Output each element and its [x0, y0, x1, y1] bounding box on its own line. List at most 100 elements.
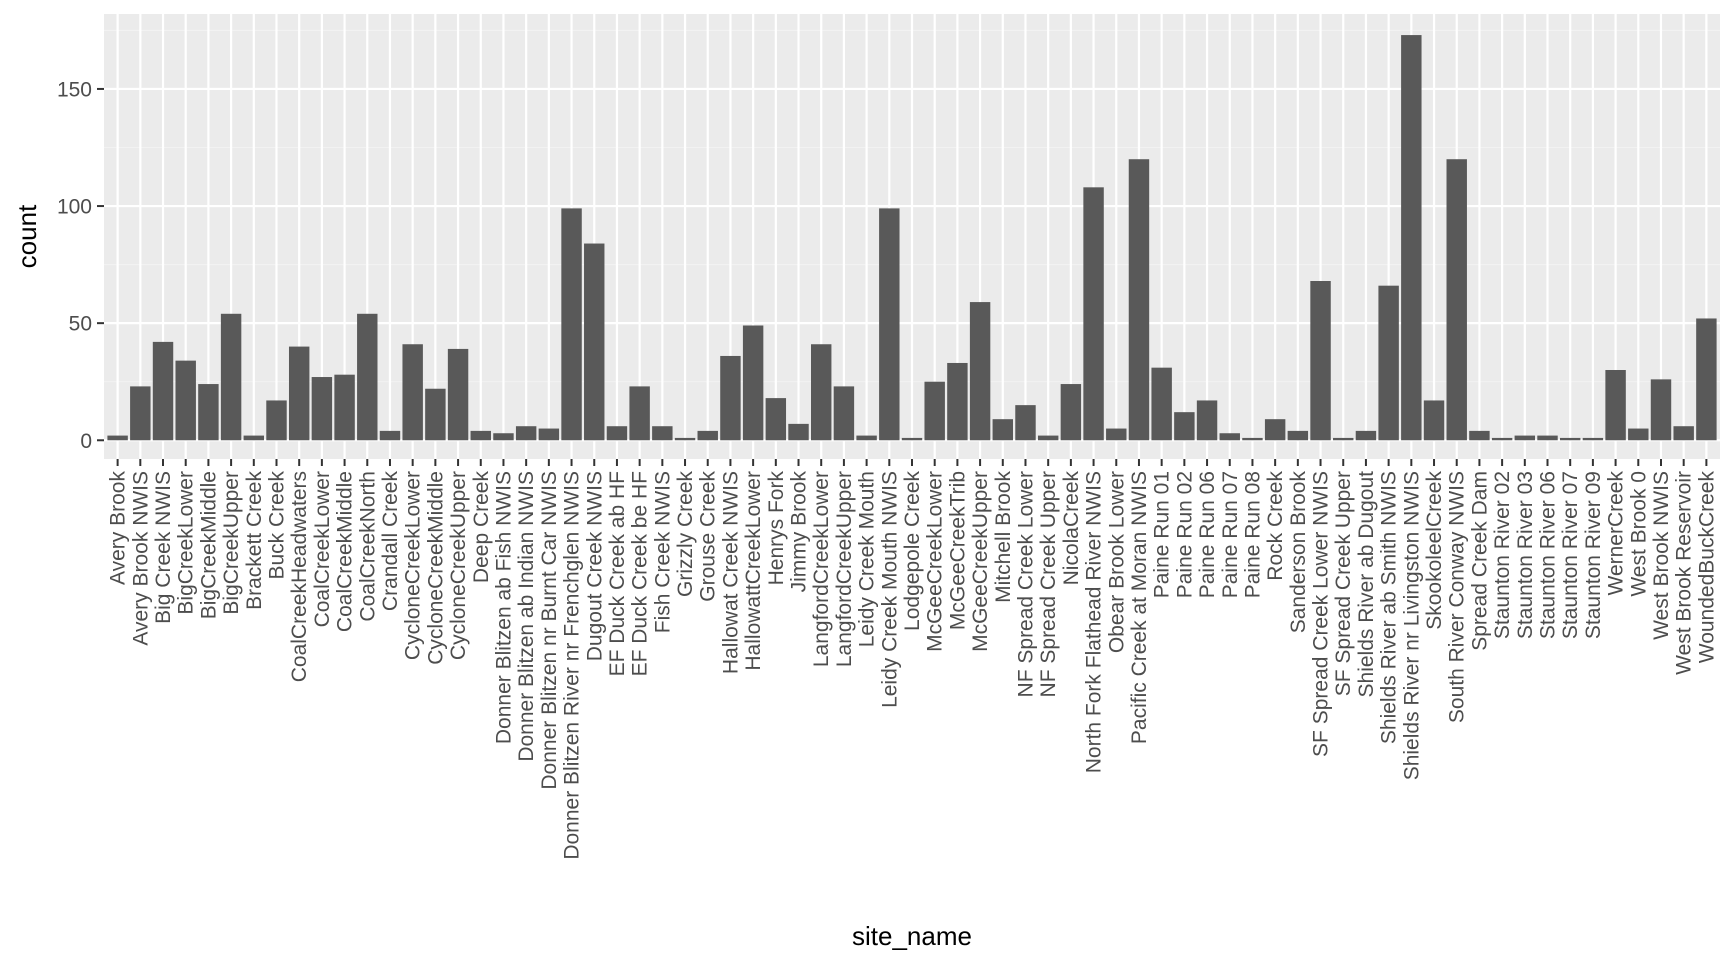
bar	[924, 381, 945, 441]
y-tick-label: 100	[57, 196, 92, 219]
x-tick-label: LangfordCreekUpper	[833, 471, 856, 667]
x-tick-label: Paine Run 06	[1196, 471, 1219, 598]
bar	[1446, 159, 1467, 441]
x-tick-label: CoalCreekNorth	[356, 471, 379, 622]
x-tick-label: Staunton River 02	[1491, 471, 1514, 639]
bar	[697, 430, 718, 441]
bar	[1628, 428, 1649, 441]
x-tick-label: Paine Run 07	[1219, 471, 1242, 598]
x-tick-label: Avery Brook NWIS	[129, 471, 152, 646]
bar	[130, 386, 151, 441]
x-tick-label: Donner Blitzen ab Indian NWIS	[515, 471, 538, 762]
bar	[1514, 435, 1536, 441]
x-tick-label: Avery Brook	[107, 471, 130, 585]
bar	[561, 208, 582, 441]
bar	[1559, 437, 1581, 441]
x-tick-label: NicolaCreek	[1060, 471, 1083, 586]
x-tick-label: Deep Creek	[470, 471, 493, 584]
bar	[379, 430, 401, 441]
bar	[1196, 400, 1218, 441]
bar	[1491, 437, 1513, 441]
bar	[856, 435, 877, 441]
x-tick-label: Mitchell Brook	[992, 471, 1015, 603]
x-tick-label: Paine Run 02	[1173, 471, 1196, 598]
bar	[311, 377, 333, 441]
bar	[402, 344, 423, 441]
bar	[833, 386, 855, 441]
bar	[1378, 285, 1399, 441]
x-tick-label: NF Spread Creek Lower	[1014, 471, 1037, 697]
bar	[1333, 437, 1354, 441]
x-tick-label: McGeeCreekTrib	[946, 471, 969, 630]
x-tick-label: Henrys Fork	[765, 471, 788, 586]
bar	[1673, 426, 1694, 441]
x-tick-label: CycloneCreekUpper	[447, 471, 470, 660]
x-tick-label: South River Conway NWIS	[1446, 471, 1469, 723]
bar	[175, 360, 196, 441]
bar	[288, 346, 310, 441]
x-tick-label: McGeeCreekLower	[924, 471, 947, 652]
bar	[1605, 370, 1626, 441]
x-tick-label: Buck Creek	[265, 471, 288, 580]
x-tick-label: Grizzly Creek	[674, 471, 697, 598]
x-tick-label: BigCreekMiddle	[197, 471, 220, 619]
bar	[1537, 435, 1558, 441]
x-tick-label: Paine Run 01	[1151, 471, 1174, 598]
bar	[1037, 435, 1059, 441]
bar	[425, 388, 446, 441]
bar	[1423, 400, 1445, 441]
bar	[1174, 412, 1195, 441]
bar	[811, 344, 832, 441]
x-tick-label: SkookoleelCreek	[1423, 471, 1446, 630]
x-tick-label: Rock Creek	[1264, 471, 1287, 581]
x-tick-label: LangfordCreekLower	[810, 471, 833, 667]
bar	[1287, 430, 1309, 441]
bar	[606, 426, 628, 441]
x-tick-label: Jimmy Brook	[788, 471, 811, 593]
x-tick-label: NF Spread Creek Upper	[1037, 471, 1060, 697]
bar	[493, 433, 514, 441]
x-tick-label: Dugout Creek NWIS	[583, 471, 606, 661]
bar	[334, 374, 355, 441]
y-tick-label: 50	[69, 313, 92, 336]
x-tick-label: Lodgepole Creek	[901, 471, 924, 631]
bar	[1310, 281, 1331, 441]
bar	[1015, 405, 1036, 441]
bar	[1401, 35, 1422, 441]
bar	[1469, 430, 1490, 441]
x-tick-label: Shields River ab Dugout	[1355, 471, 1378, 698]
x-tick-label: Shields River nr Livingston NWIS	[1400, 471, 1423, 780]
x-tick-label: Staunton River 03	[1514, 471, 1537, 639]
bars	[107, 35, 1717, 441]
bar	[742, 325, 764, 441]
x-tick-label: Obear Brook Lower	[1105, 471, 1128, 653]
bar	[1582, 437, 1604, 441]
x-tick-label: West Brook 0	[1627, 471, 1650, 597]
x-tick-label: Leidy Creek Mouth NWIS	[878, 471, 901, 708]
y-axis: 0 50 100 150	[57, 78, 104, 453]
bar	[1106, 428, 1127, 441]
bar	[765, 398, 787, 441]
bar	[447, 348, 469, 441]
x-tick-label: Staunton River 07	[1559, 471, 1582, 639]
x-tick-label: EF Duck Creek be HF	[629, 471, 652, 676]
x-tick-label: Big Creek NWIS	[152, 471, 175, 624]
x-tick-label: Shields River ab Smith NWIS	[1378, 471, 1401, 744]
x-tick-label: Donner Blitzen nr Burnt Car NWIS	[538, 471, 561, 790]
y-tick-label: 0	[80, 430, 92, 453]
x-tick-label: Pacific Creek at Moran NWIS	[1128, 471, 1151, 744]
bar	[629, 386, 650, 441]
x-tick-label: Paine Run 08	[1241, 471, 1264, 598]
x-tick-label: WoundedBuckCreek	[1695, 471, 1718, 664]
bar	[1650, 379, 1672, 441]
bar	[947, 362, 968, 441]
bar	[470, 430, 491, 441]
bar	[1060, 384, 1082, 441]
x-tick-label: SF Spread Creek Lower NWIS	[1310, 471, 1333, 757]
x-tick-label: Hallowat Creek NWIS	[719, 471, 742, 674]
bar	[152, 341, 174, 441]
bar	[674, 437, 696, 441]
x-tick-label: CoalCreekHeadwaters	[288, 471, 311, 682]
bar	[1083, 187, 1104, 441]
